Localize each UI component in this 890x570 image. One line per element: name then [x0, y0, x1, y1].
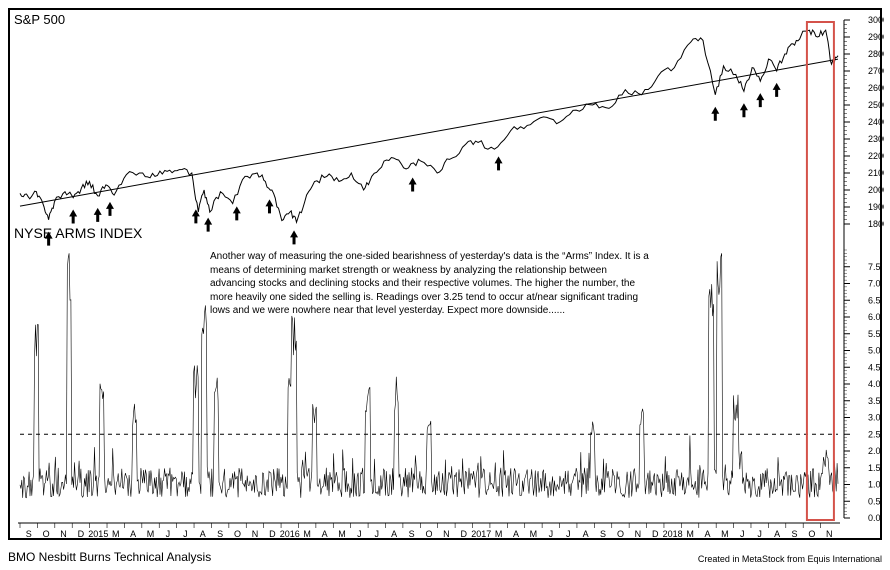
svg-text:J: J [740, 529, 745, 539]
svg-text:O: O [234, 529, 241, 539]
svg-text:N: N [826, 529, 833, 539]
svg-text:O: O [43, 529, 50, 539]
svg-text:A: A [322, 529, 328, 539]
svg-text:2.0: 2.0 [868, 446, 881, 456]
arrow-up-icon [740, 103, 748, 117]
arms-title: NYSE ARMS INDEX [14, 225, 142, 241]
svg-text:2100: 2100 [868, 168, 884, 178]
arrow-up-icon [106, 202, 114, 216]
svg-text:2200: 2200 [868, 151, 884, 161]
svg-text:3.0: 3.0 [868, 413, 881, 423]
arrow-up-icon [204, 218, 212, 232]
arrow-up-icon [773, 83, 781, 97]
description-text: Another way of measuring the one-sided b… [210, 250, 650, 318]
svg-text:6.5: 6.5 [868, 295, 881, 305]
svg-text:7.5: 7.5 [868, 262, 881, 272]
svg-text:M: M [303, 529, 311, 539]
svg-text:0.5: 0.5 [868, 496, 881, 506]
svg-text:D: D [269, 529, 276, 539]
svg-text:A: A [391, 529, 397, 539]
arrow-up-icon [233, 206, 241, 220]
svg-text:7.0: 7.0 [868, 279, 881, 289]
svg-text:A: A [130, 529, 136, 539]
svg-text:2300: 2300 [868, 134, 884, 144]
arrow-up-icon [94, 208, 102, 222]
svg-text:J: J [375, 529, 380, 539]
svg-text:J: J [566, 529, 571, 539]
svg-text:2017: 2017 [471, 529, 491, 539]
svg-text:S: S [409, 529, 415, 539]
svg-text:1.0: 1.0 [868, 480, 881, 490]
svg-text:1.5: 1.5 [868, 463, 881, 473]
svg-text:A: A [583, 529, 589, 539]
sp500-title: S&P 500 [14, 12, 65, 27]
svg-text:6.0: 6.0 [868, 312, 881, 322]
svg-text:M: M [147, 529, 155, 539]
svg-text:2500: 2500 [868, 100, 884, 110]
svg-text:D: D [461, 529, 468, 539]
svg-text:S: S [600, 529, 606, 539]
svg-text:M: M [112, 529, 120, 539]
svg-text:1900: 1900 [868, 202, 884, 212]
svg-text:0.0: 0.0 [868, 513, 881, 523]
svg-text:2000: 2000 [868, 185, 884, 195]
chart-container: 1800 1900 2000 2100 2200 2300 2400 2500 2600 2700… [0, 0, 890, 570]
highlight-box [807, 22, 834, 520]
svg-text:S: S [791, 529, 797, 539]
svg-text:J: J [549, 529, 554, 539]
svg-text:M: M [721, 529, 729, 539]
arrow-up-icon [265, 199, 273, 213]
svg-text:N: N [443, 529, 450, 539]
svg-text:A: A [704, 529, 710, 539]
svg-text:A: A [774, 529, 780, 539]
svg-text:2400: 2400 [868, 117, 884, 127]
arrow-up-icon [756, 93, 764, 107]
svg-text:2016: 2016 [280, 529, 300, 539]
svg-text:D: D [78, 529, 85, 539]
svg-text:3.5: 3.5 [868, 396, 881, 406]
svg-text:5.0: 5.0 [868, 346, 881, 356]
svg-text:D: D [652, 529, 659, 539]
arrow-up-icon [409, 178, 417, 192]
arrow-up-icon [711, 107, 719, 121]
svg-text:M: M [495, 529, 503, 539]
svg-text:2018: 2018 [663, 529, 683, 539]
svg-text:S: S [217, 529, 223, 539]
svg-text:N: N [60, 529, 66, 539]
svg-text:2600: 2600 [868, 83, 884, 93]
svg-text:N: N [252, 529, 259, 539]
svg-text:O: O [617, 529, 624, 539]
svg-text:J: J [166, 529, 171, 539]
svg-text:N: N [635, 529, 642, 539]
svg-text:5.5: 5.5 [868, 329, 881, 339]
svg-text:S: S [26, 529, 32, 539]
svg-text:2800: 2800 [868, 49, 884, 59]
svg-text:M: M [338, 529, 346, 539]
svg-text:4.5: 4.5 [868, 362, 881, 372]
svg-text:2015: 2015 [88, 529, 108, 539]
svg-text:J: J [757, 529, 762, 539]
svg-text:2700: 2700 [868, 66, 884, 76]
svg-text:J: J [357, 529, 362, 539]
svg-text:M: M [530, 529, 538, 539]
credit-text: Created in MetaStock from Equis Internat… [698, 554, 882, 564]
svg-text:O: O [808, 529, 815, 539]
svg-text:M: M [686, 529, 694, 539]
svg-text:2.5: 2.5 [868, 429, 881, 439]
arrow-up-icon [69, 210, 77, 224]
svg-text:A: A [513, 529, 519, 539]
svg-text:A: A [200, 529, 206, 539]
svg-text:2900: 2900 [868, 32, 884, 42]
svg-text:3000: 3000 [868, 15, 884, 25]
svg-text:4.0: 4.0 [868, 379, 881, 389]
svg-text:1800: 1800 [868, 219, 884, 229]
svg-text:O: O [425, 529, 432, 539]
footer-text: BMO Nesbitt Burns Technical Analysis [8, 550, 211, 564]
svg-text:J: J [183, 529, 188, 539]
arrow-up-icon [290, 230, 298, 244]
arrow-up-icon [495, 156, 503, 170]
